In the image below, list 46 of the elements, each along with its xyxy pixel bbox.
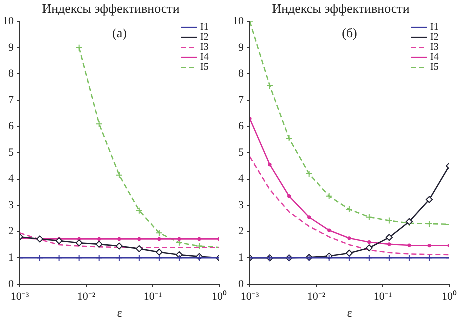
x-tick-label: 10⁻³: [10, 290, 30, 303]
x-axis-title: ε: [347, 306, 352, 320]
y-tick-label: 10: [3, 15, 14, 28]
y-tick-label: 6: [8, 120, 14, 133]
y-tick-label: 9: [8, 42, 14, 54]
legend-label: I5: [200, 62, 209, 74]
y-tick-label: 1: [238, 252, 244, 264]
legend-label: I4: [200, 52, 209, 64]
x-tick-label: 10⁻²: [307, 290, 326, 303]
y-tick-label: 4: [8, 173, 14, 186]
annotation: (б): [342, 26, 358, 41]
x-tick-label: 10⁻¹: [144, 290, 162, 303]
y-tick-label: 7: [8, 94, 14, 106]
y-tick-label: 6: [238, 120, 244, 133]
x-tick-label: 10⁰: [442, 290, 457, 303]
y-tick-label: 9: [238, 42, 244, 54]
y-tick-label: 2: [8, 226, 14, 238]
legend-label: I3: [430, 42, 439, 54]
y-tick-label: 3: [8, 199, 14, 212]
legend-label: I2: [430, 32, 439, 44]
y-tick-label: 3: [238, 199, 244, 212]
x-axis-title: ε: [117, 306, 122, 320]
annotation: (а): [112, 26, 127, 41]
x-tick-label: 10⁻²: [77, 290, 96, 303]
legend-label: I4: [430, 52, 439, 64]
legend-label: I2: [200, 32, 209, 44]
y-tick-label: 5: [238, 146, 244, 159]
legend-label: I1: [430, 22, 439, 34]
y-tick-label: 8: [238, 68, 244, 80]
legend-label: I1: [200, 22, 209, 34]
legend-label: I5: [430, 62, 439, 74]
chart-title: Индексы эффективности: [272, 1, 410, 16]
y-tick-label: 2: [238, 226, 244, 238]
y-tick-label: 0: [238, 278, 244, 290]
y-tick-label: 5: [8, 146, 14, 159]
y-tick-label: 4: [238, 173, 244, 186]
legend-label: I3: [200, 42, 209, 54]
y-tick-label: 1: [8, 252, 14, 264]
x-tick-label: 10⁻¹: [374, 290, 392, 303]
x-tick-label: 10⁰: [212, 290, 227, 303]
y-tick-label: 10: [233, 15, 244, 28]
y-tick-label: 7: [238, 94, 244, 106]
y-tick-label: 0: [8, 278, 14, 290]
chart-title: Индексы эффективности: [42, 1, 180, 16]
x-tick-label: 10⁻³: [240, 290, 260, 303]
y-tick-label: 8: [8, 68, 14, 80]
